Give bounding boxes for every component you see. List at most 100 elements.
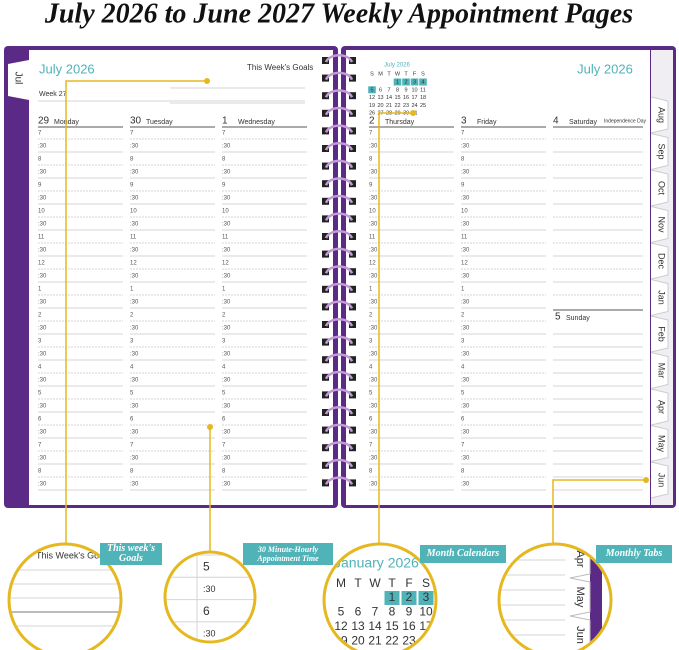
day-date: 1 xyxy=(222,116,228,127)
time-label: 11 xyxy=(38,235,45,241)
day-name: Sunday xyxy=(566,315,590,322)
time-label: :30 xyxy=(369,482,378,488)
time-label: :30 xyxy=(369,248,378,254)
day-name: Saturday xyxy=(569,119,598,126)
zoom-cal-day: 7 xyxy=(372,605,379,619)
month-tab xyxy=(650,425,669,462)
mini-cal-day: 23 xyxy=(403,103,409,109)
month-tab xyxy=(650,279,669,316)
ring xyxy=(324,282,354,292)
month-tab xyxy=(650,242,669,280)
ring xyxy=(324,441,354,450)
month-tab-label: Mar xyxy=(657,363,667,379)
mini-cal-day: 4 xyxy=(421,79,424,85)
ring xyxy=(324,230,354,239)
ring xyxy=(324,265,354,274)
time-label: 3 xyxy=(369,339,373,345)
zoom-content: This Week's Goals xyxy=(10,550,120,627)
time-label: 5 xyxy=(222,391,226,397)
month-tab xyxy=(650,96,669,134)
time-label: 10 xyxy=(461,209,468,215)
time-label: 3 xyxy=(38,339,42,345)
time-label: :30 xyxy=(130,248,139,254)
time-label: 9 xyxy=(222,183,226,189)
month-tab-label: Dec xyxy=(657,253,667,270)
time-label: 2 xyxy=(130,313,134,319)
zoom-bg xyxy=(324,544,436,650)
time-label: :30 xyxy=(130,222,139,228)
ring xyxy=(324,212,354,222)
time-label: :30 xyxy=(38,170,47,176)
time-label: :30 xyxy=(130,404,139,410)
month-tab xyxy=(650,352,669,389)
mini-cal-highlight xyxy=(393,78,402,86)
time-label: :30 xyxy=(38,352,47,358)
month-tab xyxy=(650,206,669,243)
time-label: :30 xyxy=(369,144,378,150)
zoom-goals: This Week's Goals xyxy=(36,550,111,560)
time-label: 8 xyxy=(38,157,42,163)
time-label: :30 xyxy=(38,378,47,384)
time-label: :30 xyxy=(222,352,231,358)
mini-cal-weekday: W xyxy=(395,71,401,77)
time-label: 1 xyxy=(222,287,226,293)
zoom-time: :30 xyxy=(203,629,216,639)
zoom-content: Apr May Jun xyxy=(500,545,602,650)
mini-cal-day: 26 xyxy=(369,111,375,117)
time-label: 8 xyxy=(461,157,465,163)
ring xyxy=(324,318,354,327)
time-label: :30 xyxy=(130,274,139,280)
mini-cal-day: 13 xyxy=(377,95,383,101)
time-label: :30 xyxy=(369,222,378,228)
day-name: Tuesday xyxy=(146,119,173,126)
time-label: :30 xyxy=(222,404,231,410)
zoom-cal-day: 6 xyxy=(355,605,362,619)
time-label: 7 xyxy=(130,131,134,137)
time-label: 7 xyxy=(222,443,226,449)
title: July 2026 to June 2027 Weekly Appointmen… xyxy=(44,0,633,29)
left-month: July 2026 xyxy=(39,61,95,76)
time-label: 8 xyxy=(130,469,134,475)
zoom-cal-day: 22 xyxy=(385,634,399,648)
time-label: :30 xyxy=(222,248,231,254)
dot xyxy=(207,424,213,430)
callout-label: 30 Minute-Hourly Appointment Time xyxy=(243,543,333,565)
mini-cal-day: 18 xyxy=(420,95,426,101)
day-name: Wednesday xyxy=(238,119,275,126)
day-date: 30 xyxy=(130,116,142,127)
time-label: 12 xyxy=(461,261,468,267)
time-label: :30 xyxy=(461,274,470,280)
time-label: 9 xyxy=(130,183,134,189)
time-label: 4 xyxy=(130,365,134,371)
time-label: 7 xyxy=(461,443,465,449)
time-label: 5 xyxy=(461,391,465,397)
ring xyxy=(324,406,354,415)
ring xyxy=(324,300,354,310)
mini-cal-day: 9 xyxy=(404,87,407,93)
connector-dots xyxy=(204,78,649,483)
zoom-tab-label: Apr xyxy=(574,550,586,567)
connector xyxy=(65,80,207,545)
time-label: :30 xyxy=(38,144,47,150)
time-label: :30 xyxy=(38,248,47,254)
time-label: 5 xyxy=(38,391,42,397)
connectors xyxy=(65,80,646,553)
time-label: 1 xyxy=(130,287,134,293)
time-label: :30 xyxy=(369,300,378,306)
month-tab xyxy=(650,388,669,426)
right-page xyxy=(346,50,650,505)
mini-cal-highlight xyxy=(410,78,419,86)
time-label: :30 xyxy=(222,196,231,202)
month-tab xyxy=(650,133,669,170)
month-tab xyxy=(650,461,669,499)
mini-cal-weekday: S xyxy=(370,71,374,77)
time-label: 8 xyxy=(130,157,134,163)
time-label: 9 xyxy=(369,183,373,189)
time-label: :30 xyxy=(461,300,470,306)
month-tab-label: Nov xyxy=(657,216,667,233)
time-label: :30 xyxy=(461,430,470,436)
time-label: 11 xyxy=(369,235,376,241)
